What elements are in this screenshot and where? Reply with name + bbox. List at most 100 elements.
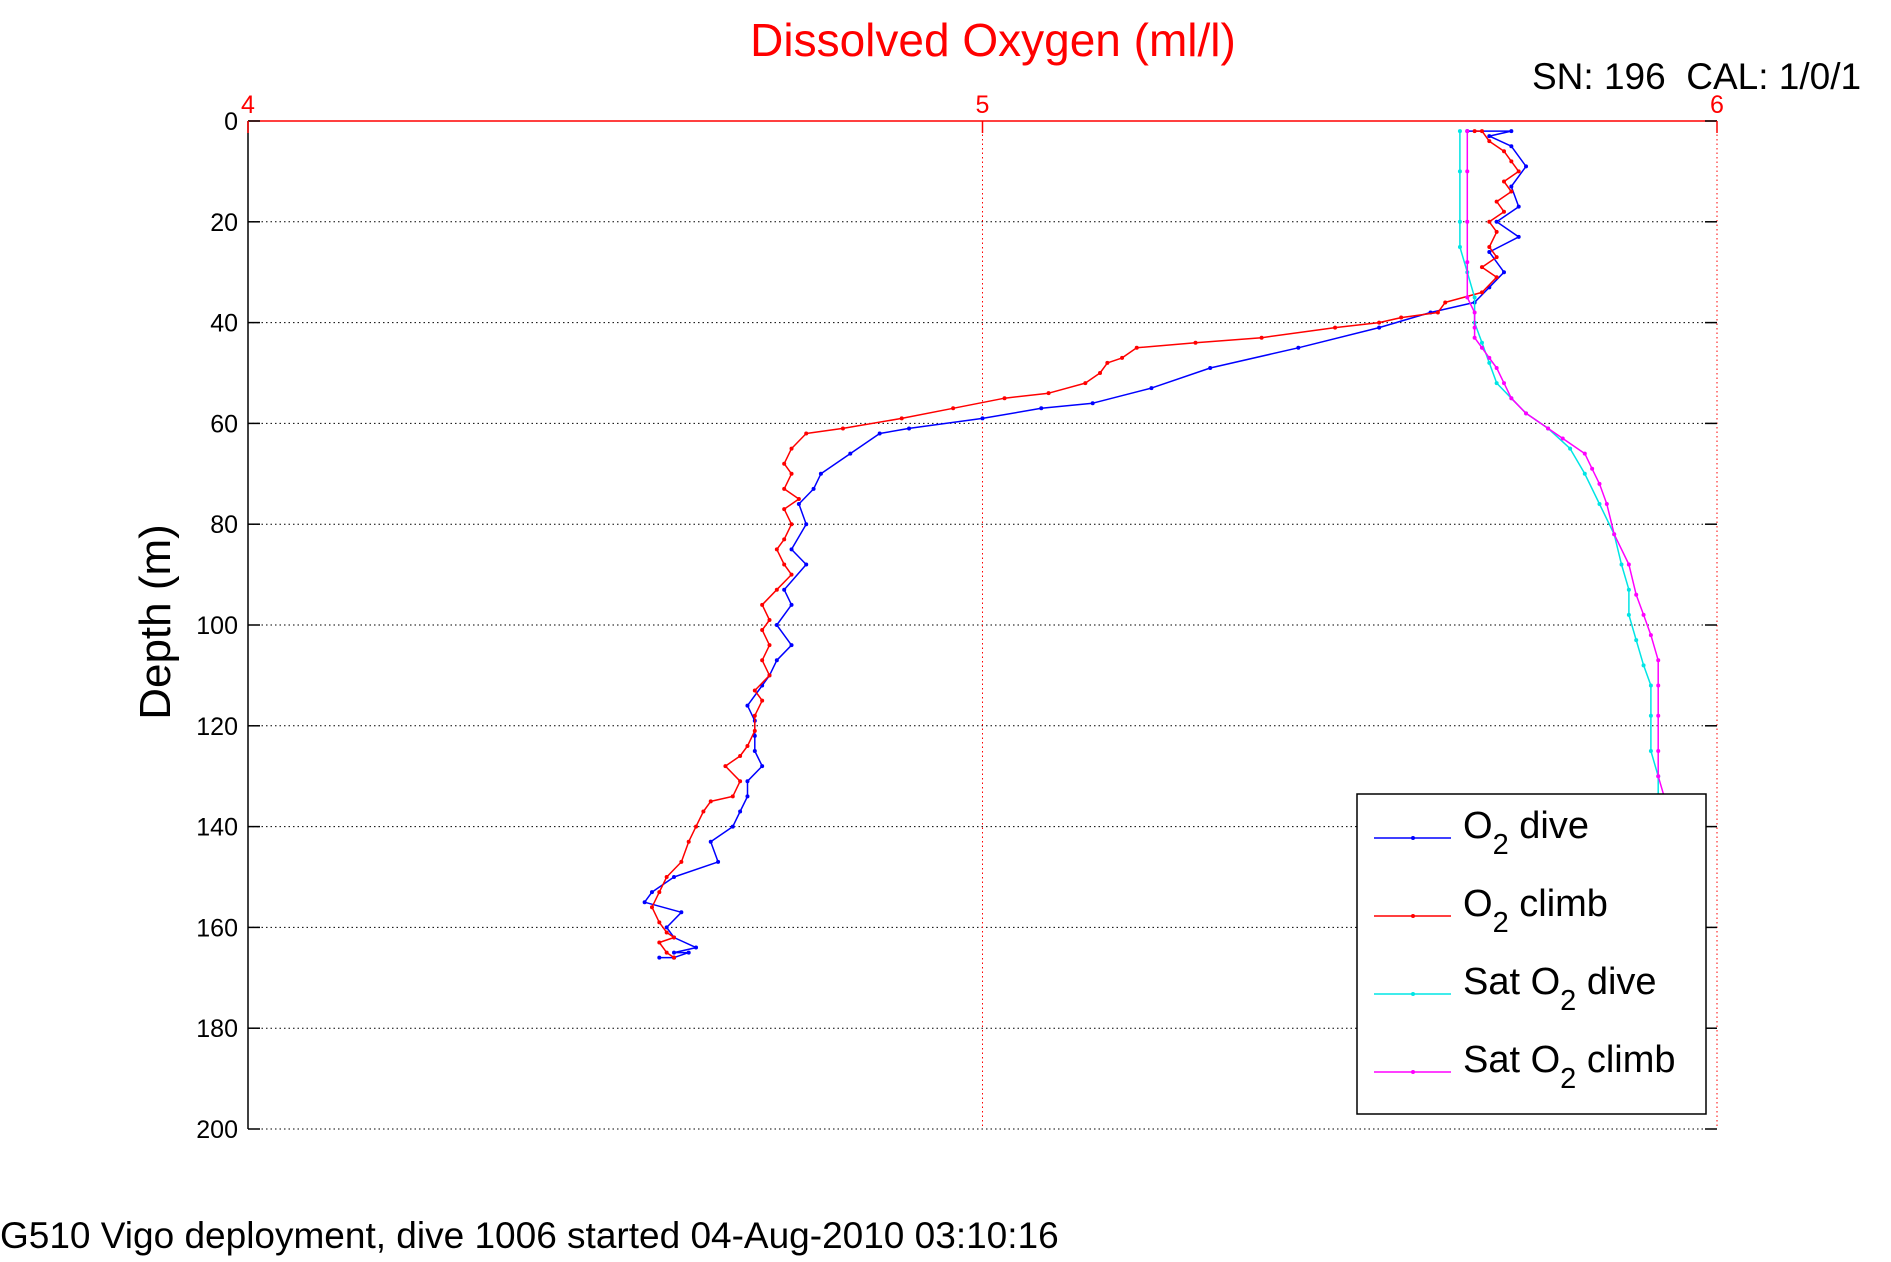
data-point bbox=[1002, 396, 1007, 401]
data-point bbox=[1120, 355, 1125, 360]
data-point bbox=[1494, 229, 1499, 234]
data-point bbox=[767, 673, 772, 678]
data-point bbox=[1597, 481, 1602, 486]
data-point bbox=[752, 733, 757, 738]
data-point bbox=[694, 945, 699, 950]
data-point bbox=[1465, 129, 1470, 134]
data-point bbox=[1457, 245, 1462, 249]
data-point bbox=[752, 688, 757, 693]
y-tick-label: 180 bbox=[196, 1015, 238, 1043]
data-point bbox=[1494, 255, 1499, 260]
data-point bbox=[899, 416, 904, 421]
data-point bbox=[1479, 265, 1484, 270]
y-tick-label: 160 bbox=[196, 914, 238, 942]
data-point bbox=[1509, 189, 1514, 194]
data-point bbox=[782, 537, 787, 542]
data-point bbox=[1546, 426, 1551, 431]
data-point bbox=[782, 507, 787, 512]
series-line-2 bbox=[651, 130, 1520, 959]
data-point bbox=[1501, 179, 1506, 184]
data-point bbox=[789, 572, 794, 577]
data-point bbox=[1134, 345, 1139, 350]
data-point bbox=[1494, 219, 1499, 224]
data-point bbox=[752, 728, 757, 733]
data-point bbox=[1472, 335, 1477, 340]
data-point bbox=[789, 446, 794, 451]
data-point bbox=[1457, 129, 1462, 134]
data-point bbox=[1333, 325, 1338, 330]
data-point bbox=[1634, 638, 1639, 643]
x-tick-label: 5 bbox=[976, 91, 990, 119]
legend-marker bbox=[1411, 1070, 1415, 1074]
data-point bbox=[789, 547, 794, 552]
data-point bbox=[1479, 290, 1484, 295]
data-point bbox=[1509, 184, 1514, 189]
y-tick-label: 200 bbox=[196, 1116, 238, 1144]
data-point bbox=[701, 809, 706, 814]
data-point bbox=[1568, 446, 1573, 451]
data-point bbox=[1487, 355, 1492, 360]
legend-label: O2 dive bbox=[1463, 805, 1589, 861]
data-point bbox=[1487, 250, 1492, 255]
data-point bbox=[738, 809, 743, 814]
data-point bbox=[796, 497, 801, 501]
data-point bbox=[752, 749, 757, 753]
data-point bbox=[1612, 532, 1617, 537]
data-point bbox=[664, 875, 669, 879]
data-point bbox=[1501, 149, 1506, 154]
axes: 0 20 40 60 80 100 120 140 160 180 200 4 5 6 bbox=[196, 91, 1724, 1144]
data-point bbox=[1648, 713, 1653, 718]
data-point bbox=[1457, 219, 1462, 224]
data-point bbox=[877, 431, 882, 436]
data-point bbox=[1641, 663, 1646, 668]
data-point bbox=[1590, 466, 1595, 471]
data-point bbox=[767, 617, 772, 622]
data-point bbox=[1377, 320, 1382, 325]
data-point bbox=[1149, 386, 1154, 391]
data-point bbox=[1046, 391, 1051, 396]
y-tick-label: 40 bbox=[210, 310, 238, 338]
data-point bbox=[694, 824, 699, 829]
data-point bbox=[738, 754, 743, 759]
chart-title: Dissolved Oxygen (ml/l) bbox=[750, 14, 1236, 66]
data-point bbox=[1296, 345, 1301, 350]
data-point bbox=[1487, 139, 1492, 144]
data-point bbox=[1582, 471, 1587, 476]
data-point bbox=[1626, 562, 1631, 567]
calibration-label: SN: 196 CAL: 1/0/1 bbox=[1532, 56, 1861, 97]
data-point bbox=[649, 890, 654, 895]
data-point bbox=[672, 950, 677, 955]
data-point bbox=[1619, 562, 1624, 567]
data-point bbox=[1656, 683, 1661, 688]
data-point bbox=[1560, 436, 1565, 441]
data-point bbox=[760, 658, 765, 663]
data-point bbox=[1039, 406, 1044, 411]
data-point bbox=[774, 623, 779, 627]
data-point bbox=[1626, 587, 1631, 592]
data-point bbox=[1377, 325, 1382, 330]
data-point bbox=[664, 950, 669, 955]
data-point bbox=[745, 703, 750, 708]
data-point bbox=[1656, 658, 1661, 663]
data-point bbox=[1465, 169, 1470, 174]
data-point bbox=[804, 522, 809, 527]
data-point bbox=[1597, 502, 1602, 507]
legend-label: Sat O2 climb bbox=[1463, 1039, 1676, 1095]
data-point bbox=[811, 486, 816, 491]
y-tick-label: 60 bbox=[210, 410, 238, 438]
data-point bbox=[907, 426, 912, 431]
data-point bbox=[840, 426, 845, 431]
data-point bbox=[657, 940, 662, 945]
data-point bbox=[848, 451, 853, 456]
data-point bbox=[1494, 365, 1499, 370]
data-point bbox=[1509, 159, 1514, 164]
data-point bbox=[1501, 381, 1506, 386]
data-point bbox=[1098, 371, 1103, 375]
data-point bbox=[1509, 144, 1514, 149]
data-point bbox=[1501, 209, 1506, 214]
data-point bbox=[789, 643, 794, 648]
y-tick-label: 100 bbox=[196, 612, 238, 640]
data-point bbox=[1501, 270, 1506, 275]
data-point bbox=[745, 794, 750, 799]
data-point bbox=[1494, 199, 1499, 204]
